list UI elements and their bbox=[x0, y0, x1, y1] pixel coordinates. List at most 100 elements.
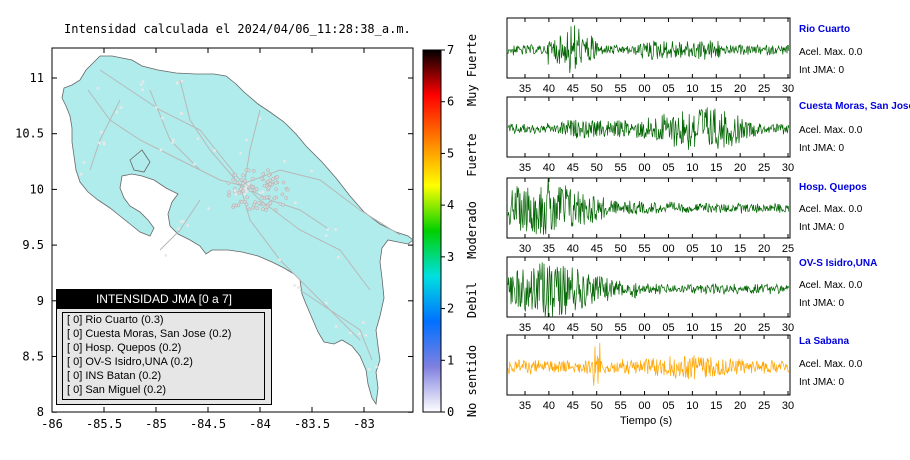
colorbar-tick-label: 2 bbox=[447, 302, 454, 316]
settlement-dot bbox=[79, 172, 83, 176]
longitude-tick-label: -83.5 bbox=[294, 417, 330, 431]
settlement-dot bbox=[231, 203, 236, 208]
settlement-dot bbox=[179, 220, 183, 224]
station-jma: Int JMA: 0 bbox=[799, 377, 845, 388]
settlement-dot bbox=[180, 112, 184, 116]
time-tick-label: 15 bbox=[710, 322, 722, 334]
time-tick-label: 55 bbox=[638, 243, 650, 255]
settlement-dot bbox=[284, 196, 289, 200]
station-name-la-sabana: La Sabana bbox=[799, 336, 850, 347]
time-tick-label: 20 bbox=[734, 83, 746, 95]
settlement-dot bbox=[334, 227, 338, 231]
time-tick-label: 35 bbox=[543, 243, 555, 255]
longitude-tick-label: -85.5 bbox=[86, 417, 122, 431]
time-tick-label: 00 bbox=[638, 400, 650, 412]
settlement-dot bbox=[102, 142, 106, 146]
settlement-dot bbox=[364, 333, 368, 337]
settlement-dot bbox=[181, 220, 185, 223]
colorbar-tick-label: 6 bbox=[447, 95, 454, 109]
time-tick-label: 55 bbox=[615, 322, 627, 334]
settlement-dot bbox=[285, 187, 290, 192]
colorbar-category-label: Moderado bbox=[465, 201, 479, 259]
colorbar-category-label: Muy Fuerte bbox=[465, 34, 479, 106]
longitude-tick-label: -84.5 bbox=[190, 417, 226, 431]
latitude-tick-label: 8.5 bbox=[22, 350, 44, 364]
settlement-dot bbox=[241, 173, 245, 178]
station-jma: Int JMA: 0 bbox=[799, 222, 845, 233]
longitude-axis: -86 -85.5 -85 -84.5 -84 -83.5 -83 bbox=[41, 48, 375, 431]
time-tick-label: 30 bbox=[782, 322, 794, 334]
latitude-tick-label: 9.5 bbox=[22, 238, 44, 252]
time-tick-label: 25 bbox=[782, 243, 794, 255]
time-tick-label: 55 bbox=[615, 83, 627, 95]
settlement-dot bbox=[235, 180, 240, 185]
colorbar-gradient bbox=[422, 49, 442, 413]
settlement-dot bbox=[243, 179, 247, 183]
time-tick-label: 15 bbox=[734, 243, 746, 255]
settlement-dot bbox=[213, 149, 216, 152]
settlement-dot bbox=[237, 190, 242, 195]
time-tick-label: 15 bbox=[710, 400, 722, 412]
colorbar-tick-label: 5 bbox=[447, 146, 454, 160]
settlement-dot bbox=[245, 190, 248, 193]
time-tick-label: 50 bbox=[591, 400, 603, 412]
settlement-dot bbox=[296, 286, 300, 289]
settlement-dot bbox=[272, 196, 277, 201]
longitude-tick-label: -84 bbox=[249, 417, 271, 431]
waveform-trace bbox=[507, 107, 790, 150]
settlement-dot bbox=[244, 187, 247, 191]
settlement-dot bbox=[154, 106, 158, 110]
settlement-dot bbox=[268, 201, 273, 205]
station-accel: Acel. Max. 0.0 bbox=[799, 204, 863, 215]
time-tick-label: 20 bbox=[758, 243, 770, 255]
time-tick-label: 05 bbox=[662, 83, 674, 95]
settlement-dot bbox=[260, 176, 265, 181]
legend-list: [ 0] Rio Cuarto (0.3) [ 0] Cuesta Moras,… bbox=[62, 312, 265, 400]
time-tick-label: 45 bbox=[567, 400, 579, 412]
time-tick-label: 10 bbox=[686, 400, 698, 412]
settlement-dot bbox=[207, 207, 211, 211]
time-tick-label: 45 bbox=[591, 243, 603, 255]
settlement-dot bbox=[100, 130, 103, 134]
settlement-dot bbox=[82, 161, 86, 164]
settlement-dot bbox=[234, 192, 238, 196]
settlement-dot bbox=[294, 201, 297, 205]
colorbar-tick-label: 0 bbox=[447, 405, 454, 419]
longitude-tick-label: -85 bbox=[145, 417, 167, 431]
settlement-dot bbox=[253, 200, 257, 204]
settlement-dot bbox=[245, 138, 248, 142]
settlement-dot bbox=[240, 200, 244, 204]
settlement-dot bbox=[293, 284, 297, 287]
time-tick-label: 50 bbox=[591, 83, 603, 95]
waveform-trace-group: 35 40 45 50 55 00 05 10 15 20 25 30 bbox=[506, 17, 794, 95]
settlement-dot bbox=[227, 193, 231, 198]
intensity-colorbar: 0 1 2 3 4 5 6 7 No sentido Debil Moderado Fuerte Muy… bbox=[422, 34, 479, 419]
settlement-dot bbox=[233, 189, 237, 193]
settlement-dot bbox=[251, 205, 255, 210]
settlement-dot bbox=[115, 110, 119, 114]
latitude-tick-label: 10.5 bbox=[15, 127, 44, 141]
settlement-dot bbox=[239, 178, 244, 182]
time-tick-label: 20 bbox=[734, 162, 746, 174]
x-axis-label: Tiempo (s) bbox=[620, 415, 673, 427]
settlement-dot bbox=[141, 88, 144, 92]
time-tick-label: 20 bbox=[734, 322, 746, 334]
settlement-dot bbox=[358, 332, 361, 336]
time-tick-label: 30 bbox=[782, 400, 794, 412]
colorbar-tick-label: 1 bbox=[447, 353, 454, 367]
settlement-dot bbox=[265, 179, 270, 184]
settlement-dot bbox=[177, 227, 181, 231]
time-tick-label: 00 bbox=[638, 322, 650, 334]
settlement-dot bbox=[310, 169, 313, 173]
station-legend: INTENSIDAD JMA [0 a 7] [ 0] Rio Cuarto (… bbox=[56, 289, 272, 405]
map-title: Intensidad calculada el 2024/04/06_11:28… bbox=[64, 22, 411, 36]
time-tick-label: 10 bbox=[686, 83, 698, 95]
time-tick-label: 35 bbox=[519, 400, 531, 412]
settlement-dot bbox=[261, 171, 266, 176]
settlement-dot bbox=[280, 192, 285, 197]
settlement-dot bbox=[261, 190, 265, 194]
time-tick-label: 15 bbox=[710, 83, 722, 95]
settlement-dot bbox=[273, 208, 278, 212]
settlement-dot bbox=[334, 324, 338, 328]
time-tick-label: 30 bbox=[782, 162, 794, 174]
